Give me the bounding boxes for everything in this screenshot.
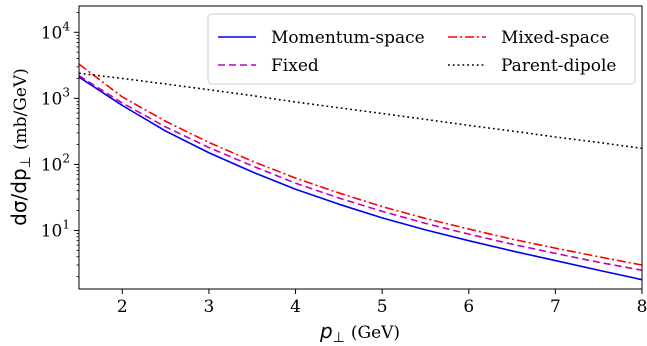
y-axis: 101 102 103 104 [41, 12, 79, 278]
y-tick-label-1: 102 [41, 151, 70, 175]
y-tick-label-3: 104 [41, 19, 71, 43]
legend-box [207, 13, 636, 85]
x-tick-label-2: 4 [290, 297, 301, 317]
series-line-0 [79, 76, 642, 281]
legend-label-2: Mixed-space [501, 28, 609, 48]
y-tick-label-2: 103 [41, 85, 70, 109]
x-tick-label-4: 6 [463, 297, 474, 317]
legend-label-0: Momentum-space [271, 28, 425, 48]
legend: Momentum-space Fixed Mixed-space Parent-dip… [207, 13, 636, 85]
x-tick-label-6: 8 [637, 297, 647, 317]
x-tick-label-1: 3 [204, 297, 215, 317]
x-axis-label: p⊥ (GeV) [319, 319, 400, 346]
series-line-2 [79, 63, 642, 266]
x-tick-label-0: 2 [117, 297, 128, 317]
x-tick-label-3: 5 [377, 297, 388, 317]
plot-frame [78, 5, 643, 290]
series-line-1 [79, 75, 642, 272]
series-layer [79, 63, 642, 281]
series-line-3 [79, 72, 642, 150]
x-tick-label-5: 7 [550, 297, 561, 317]
legend-label-1: Fixed [271, 56, 319, 76]
y-axis-label: dσ/dp⊥(mb/GeV) [7, 68, 34, 226]
y-tick-label-0: 101 [41, 217, 70, 241]
x-axis: 2 3 4 5 6 7 8 [117, 289, 647, 317]
legend-label-3: Parent-dipole [501, 56, 616, 76]
